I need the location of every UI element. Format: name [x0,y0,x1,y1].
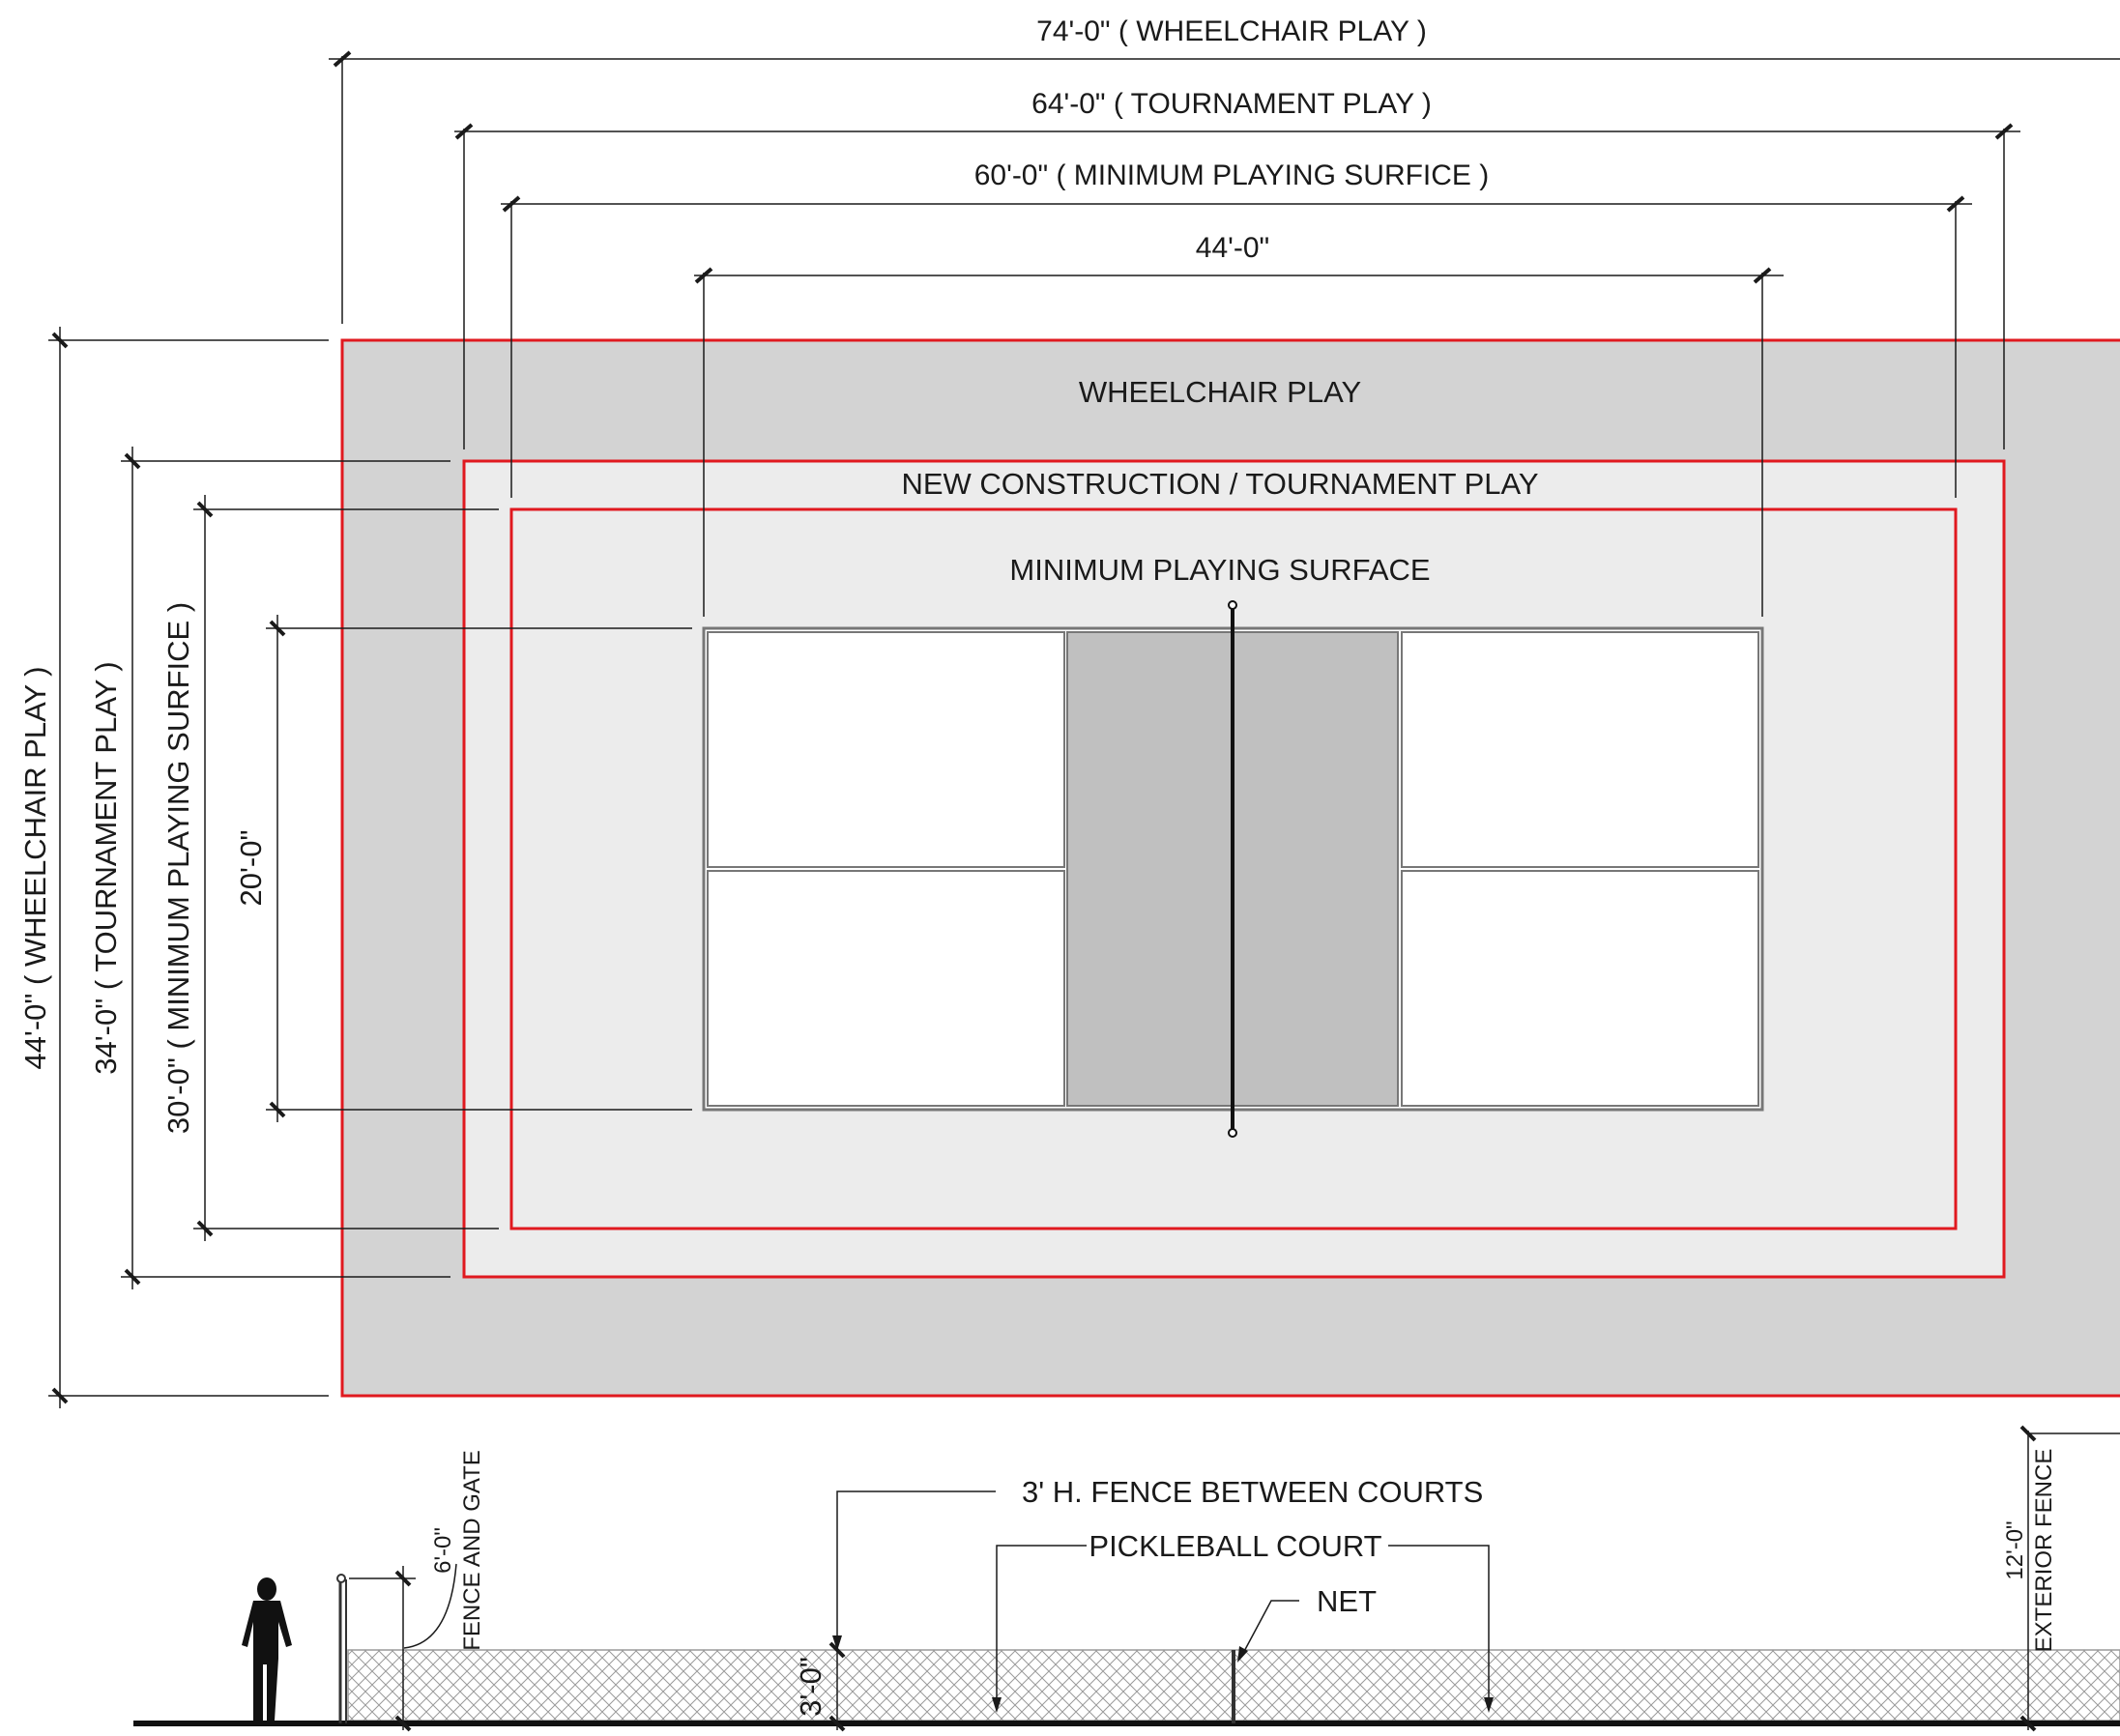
plan-view: WHEELCHAIR PLAY NEW CONSTRUCTION / TOURN… [18,15,2120,1408]
dim-minimum-height: 30'-0" ( MINIMUM PLAYING SURFICE ) [161,602,195,1134]
tournament-zone-label: NEW CONSTRUCTION / TOURNAMENT PLAY [901,467,1538,501]
service-box-left-bottom [707,870,1065,1107]
exterior-fence-height-label: 12'-0" [2002,1520,2028,1579]
fence-between-courts-label: 3' H. FENCE BETWEEN COURTS [1022,1475,1483,1509]
dim-wheelchair-height: 44'-0" ( WHEELCHAIR PLAY ) [18,666,52,1069]
net-post-top [1228,600,1237,610]
dim-tournament-width: 64'-0" ( TOURNAMENT PLAY ) [1031,88,1432,120]
net-label: NET [1317,1584,1377,1618]
fence-gate-height-label: 6'-0" [430,1527,456,1574]
person-silhouette-icon [242,1577,292,1721]
pickleball-court-label: PICKLEBALL COURT [1089,1529,1381,1563]
fence-between-height-label: 3'-0" [794,1657,828,1717]
service-box-right-bottom [1401,870,1759,1107]
net-post-bottom [1228,1128,1237,1138]
minimum-zone-label: MINIMUM PLAYING SURFACE [1009,553,1430,587]
dim-minimum-width: 60'-0" ( MINIMUM PLAYING SURFICE ) [974,159,1490,191]
fence-gate-label: FENCE AND GATE [459,1450,485,1651]
vertical-dimensions [48,327,692,1408]
wheelchair-zone-label: WHEELCHAIR PLAY [1079,375,1361,409]
horizontal-dimensions [329,50,2120,617]
court [702,600,1764,1138]
exterior-fence-label: EXTERIOR FENCE [2031,1449,2057,1653]
dim-court-width: 44'-0" [1196,232,1269,264]
dim-court-height: 20'-0" [234,830,268,907]
dim-tournament-height: 34'-0" ( TOURNAMENT PLAY ) [89,661,123,1075]
service-box-right-top [1401,631,1759,868]
elevation-view: 6'-0" FENCE AND GATE 3' H. FENCE BETWEEN… [133,1425,2120,1732]
service-box-left-top [707,631,1065,868]
dim-wheelchair-width: 74'-0" ( WHEELCHAIR PLAY ) [1036,15,1427,47]
